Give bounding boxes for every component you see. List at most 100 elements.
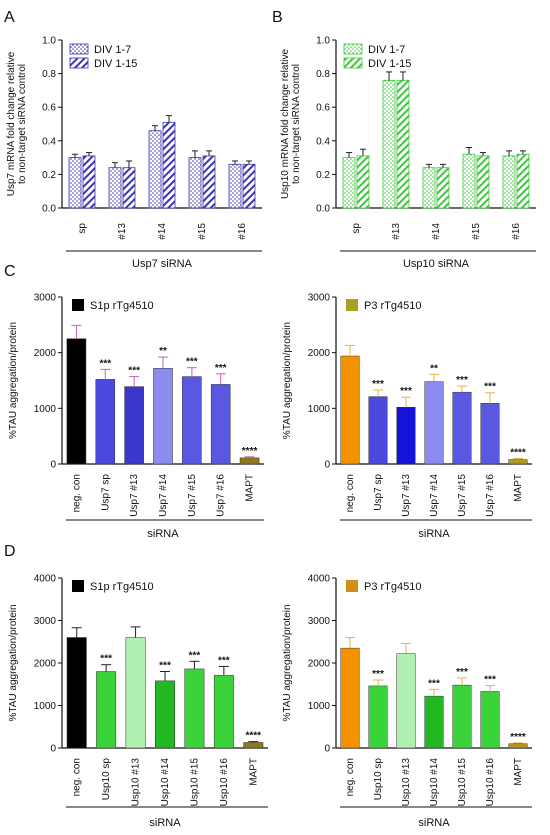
x-tick-label: Usp7 #13 <box>401 474 412 517</box>
x-tick-label: Usp10 #16 <box>219 758 230 807</box>
y-tick-label: 0.6 <box>316 103 330 114</box>
x-tick-label: MAPT <box>513 758 524 786</box>
x-axis-label: siRNA <box>418 817 450 829</box>
significance-label: *** <box>186 357 198 368</box>
x-tick-label: Usp10 #13 <box>131 758 142 807</box>
legend-label: P3 rTg4510 <box>364 300 421 312</box>
legend-swatch <box>346 580 358 592</box>
significance-label: **** <box>510 732 526 743</box>
legend-label: DIV 1-15 <box>94 58 137 70</box>
bar <box>452 391 472 465</box>
bar <box>424 695 444 749</box>
legend-swatch <box>69 43 89 55</box>
y-tick-label: 3000 <box>308 616 331 627</box>
y-axis-label: %TAU aggregation/protein <box>8 322 19 439</box>
bar <box>153 368 173 465</box>
significance-label: *** <box>400 386 412 397</box>
y-tick-label: 0.8 <box>42 69 56 80</box>
bar <box>340 355 360 465</box>
y-axis-label: %TAU aggregation/protein <box>282 322 293 439</box>
x-tick-label: #15 <box>197 223 208 240</box>
chart-usp7-p3-tau: 0 1000 2000 3000 %TAU aggregation/protein neg… <box>282 293 532 540</box>
legend-swatch <box>343 43 363 55</box>
y-tick-label: 2000 <box>34 348 57 359</box>
y-tick-label: 1000 <box>308 404 331 415</box>
x-tick-label: Usp10 #15 <box>457 758 468 807</box>
bar <box>108 167 122 209</box>
x-tick-label: Usp7 #14 <box>429 474 440 517</box>
legend-label: S1p rTg4510 <box>90 300 154 312</box>
y-tick-label: 0.4 <box>42 136 56 147</box>
bar <box>125 637 146 749</box>
x-tick-label: #16 <box>511 223 522 240</box>
significance-label: *** <box>428 678 440 689</box>
bar <box>340 647 360 749</box>
bar <box>182 376 202 465</box>
x-axis-label: siRNA <box>149 817 181 829</box>
y-axis-label: to non-target siRNA control <box>291 64 302 184</box>
significance-label: **** <box>242 446 258 457</box>
y-tick-label: 4000 <box>34 574 57 585</box>
y-tick-label: 1.0 <box>42 36 56 47</box>
bar <box>82 155 96 209</box>
x-tick-label: Usp10 #14 <box>160 758 171 807</box>
x-tick-label: Usp7 sp <box>100 474 111 511</box>
bar <box>368 685 388 749</box>
legend-label: DIV 1-15 <box>368 58 411 70</box>
y-tick-label: 0.4 <box>316 136 330 147</box>
legend-label: S1p rTg4510 <box>90 581 154 593</box>
bar <box>396 653 416 749</box>
x-tick-label: #14 <box>431 223 442 240</box>
x-tick-label: Usp7 #15 <box>187 474 198 517</box>
y-tick-label: 0.0 <box>316 204 330 215</box>
x-tick-label: Usp10 #13 <box>401 758 412 807</box>
legend-swatch <box>72 580 84 592</box>
y-tick-label: 1000 <box>308 701 331 712</box>
x-tick-label: Usp7 sp <box>373 474 384 511</box>
x-axis-label: Usp10 siRNA <box>403 258 470 270</box>
chart-usp10-p3-tau: 0 1000 2000 3000 4000 %TAU aggregation/protei… <box>282 574 532 829</box>
bar <box>452 684 472 749</box>
legend-label: DIV 1-7 <box>368 44 405 56</box>
chart-usp7-s1p-tau: 0 1000 2000 3000 %TAU aggregation/protein neg… <box>8 293 264 540</box>
y-tick-label: 1.0 <box>316 36 330 47</box>
x-tick-label: #16 <box>237 223 248 240</box>
bar <box>184 668 205 749</box>
y-tick-label: 0 <box>324 744 330 755</box>
y-tick-label: 0 <box>50 744 56 755</box>
x-axis-label: siRNA <box>418 528 450 540</box>
y-tick-label: 2000 <box>34 659 57 670</box>
x-axis-label: siRNA <box>147 528 179 540</box>
y-tick-label: 0.0 <box>42 204 56 215</box>
significance-label: *** <box>372 379 384 390</box>
legend-swatch <box>69 57 89 69</box>
legend-swatch <box>343 57 363 69</box>
bar <box>436 167 450 209</box>
bar <box>508 459 528 465</box>
y-tick-label: 0 <box>50 460 56 471</box>
y-tick-label: 1000 <box>34 701 57 712</box>
bar <box>66 338 87 465</box>
panel-label-c: C <box>4 263 16 280</box>
significance-label: ** <box>430 363 438 374</box>
significance-label: *** <box>484 675 496 686</box>
bar <box>342 157 356 209</box>
bar <box>202 155 216 209</box>
x-tick-label: #13 <box>117 223 128 240</box>
bar <box>96 671 117 749</box>
bar <box>243 742 264 749</box>
legend-swatch <box>346 299 358 311</box>
x-tick-label: MAPT <box>245 474 256 502</box>
panel-label-b: B <box>272 9 283 26</box>
x-tick-label: #14 <box>157 223 168 240</box>
legend-swatch <box>72 299 84 311</box>
y-tick-label: 0.6 <box>42 103 56 114</box>
significance-label: **** <box>245 731 261 742</box>
panel-label-a: A <box>4 9 15 26</box>
bar <box>396 406 416 465</box>
bar <box>239 457 260 465</box>
bar <box>95 379 116 465</box>
bar <box>422 167 436 209</box>
bar <box>480 403 500 465</box>
